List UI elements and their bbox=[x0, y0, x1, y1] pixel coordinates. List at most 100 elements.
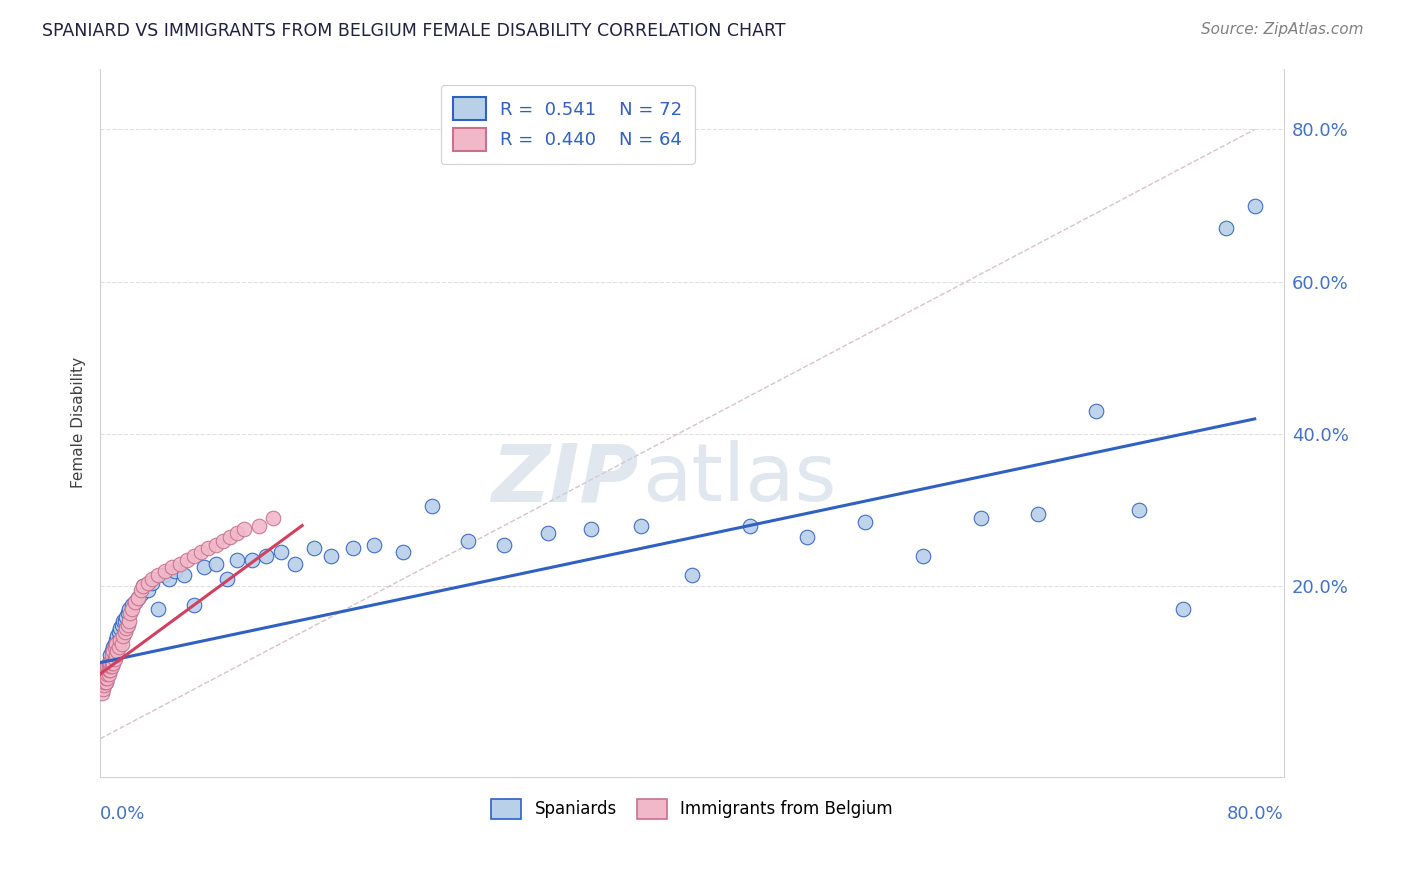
Point bbox=[302, 541, 325, 556]
Point bbox=[100, 659, 122, 673]
Point bbox=[97, 667, 120, 681]
Point bbox=[204, 557, 226, 571]
Point bbox=[226, 526, 249, 541]
Point bbox=[129, 583, 152, 598]
Point bbox=[141, 575, 163, 590]
Point bbox=[96, 663, 118, 677]
Point bbox=[108, 640, 131, 655]
Point bbox=[1085, 404, 1108, 418]
Point bbox=[96, 663, 118, 677]
Point bbox=[93, 678, 115, 692]
Point bbox=[254, 549, 277, 563]
Point bbox=[108, 625, 131, 640]
Point bbox=[226, 553, 249, 567]
Point bbox=[91, 674, 114, 689]
Point bbox=[233, 522, 256, 536]
Point bbox=[911, 549, 934, 563]
Point bbox=[270, 545, 292, 559]
Point bbox=[363, 537, 385, 551]
Point bbox=[103, 640, 125, 655]
Point bbox=[91, 678, 114, 692]
Point bbox=[204, 537, 226, 551]
Point bbox=[1026, 507, 1049, 521]
Point bbox=[494, 537, 516, 551]
Point bbox=[262, 511, 284, 525]
Point bbox=[197, 541, 219, 556]
Point bbox=[115, 610, 138, 624]
Point bbox=[157, 572, 180, 586]
Point bbox=[420, 500, 443, 514]
Point bbox=[457, 533, 479, 548]
Point bbox=[101, 656, 124, 670]
Text: 0.0%: 0.0% bbox=[100, 805, 145, 823]
Point bbox=[211, 533, 233, 548]
Point bbox=[121, 599, 143, 613]
Point bbox=[101, 648, 124, 662]
Point bbox=[97, 656, 120, 670]
Point bbox=[98, 659, 121, 673]
Legend: Spaniards, Immigrants from Belgium: Spaniards, Immigrants from Belgium bbox=[485, 793, 900, 825]
Point bbox=[103, 644, 125, 658]
Point bbox=[152, 568, 174, 582]
Point bbox=[118, 602, 141, 616]
Point bbox=[121, 602, 143, 616]
Point bbox=[115, 621, 138, 635]
Point bbox=[97, 659, 120, 673]
Point bbox=[112, 614, 135, 628]
Point bbox=[319, 549, 342, 563]
Point bbox=[969, 511, 991, 525]
Point bbox=[98, 656, 121, 670]
Point bbox=[127, 591, 149, 605]
Point bbox=[129, 587, 152, 601]
Point bbox=[93, 671, 115, 685]
Point bbox=[118, 614, 141, 628]
Point bbox=[103, 652, 125, 666]
Point bbox=[111, 617, 134, 632]
Point bbox=[100, 648, 122, 662]
Point bbox=[136, 583, 159, 598]
Point bbox=[853, 515, 876, 529]
Point bbox=[107, 636, 129, 650]
Point bbox=[96, 667, 118, 681]
Text: Source: ZipAtlas.com: Source: ZipAtlas.com bbox=[1201, 22, 1364, 37]
Point bbox=[114, 625, 136, 640]
Point bbox=[98, 656, 121, 670]
Point bbox=[162, 560, 184, 574]
Point bbox=[93, 667, 115, 681]
Point bbox=[93, 671, 115, 685]
Point bbox=[219, 530, 242, 544]
Point bbox=[579, 522, 602, 536]
Point bbox=[107, 629, 129, 643]
Point bbox=[173, 568, 195, 582]
Point bbox=[247, 518, 270, 533]
Point bbox=[97, 656, 120, 670]
Point bbox=[100, 644, 122, 658]
Point bbox=[112, 629, 135, 643]
Point bbox=[117, 617, 139, 632]
Point bbox=[284, 557, 307, 571]
Point bbox=[342, 541, 364, 556]
Point bbox=[91, 671, 114, 685]
Point bbox=[183, 549, 205, 563]
Point bbox=[107, 644, 129, 658]
Point bbox=[110, 632, 132, 647]
Point bbox=[1215, 221, 1237, 235]
Point bbox=[217, 572, 239, 586]
Point bbox=[97, 663, 120, 677]
Point bbox=[117, 606, 139, 620]
Point bbox=[392, 545, 415, 559]
Point bbox=[114, 614, 136, 628]
Point bbox=[796, 530, 818, 544]
Point bbox=[146, 568, 169, 582]
Point bbox=[124, 595, 146, 609]
Point bbox=[108, 632, 131, 647]
Point bbox=[240, 553, 263, 567]
Point bbox=[536, 526, 558, 541]
Point bbox=[1171, 602, 1194, 616]
Point bbox=[96, 659, 118, 673]
Y-axis label: Female Disability: Female Disability bbox=[72, 357, 86, 488]
Point bbox=[190, 545, 212, 559]
Point bbox=[111, 636, 134, 650]
Point bbox=[105, 640, 128, 655]
Point bbox=[98, 663, 121, 677]
